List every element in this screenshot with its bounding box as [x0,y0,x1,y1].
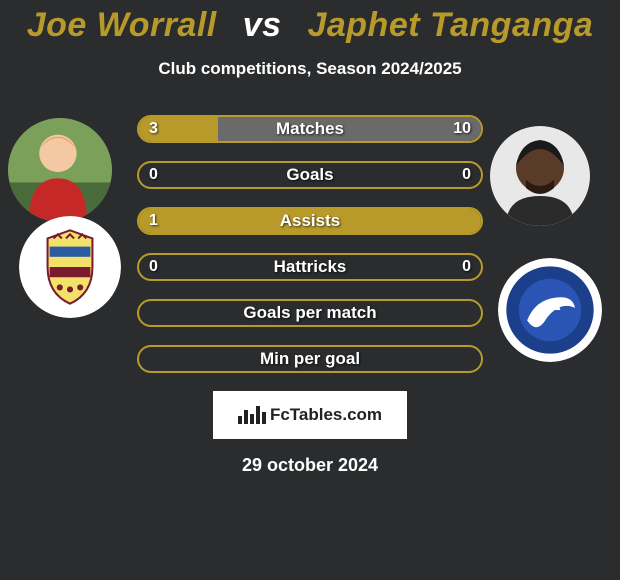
player1-club-badge [19,216,121,318]
player2-avatar [490,126,590,226]
stat-label: Hattricks [139,255,481,279]
stats-bars: Matches310Goals00Assists1Hattricks00Goal… [137,115,483,373]
stat-row: Hattricks0 0 [137,253,483,281]
stat-value-right: 0 [452,255,481,279]
branding-text: FcTables.com [270,405,382,425]
player2-club-badge [498,258,602,362]
stat-row: Goals0 0 [137,161,483,189]
branding-bars-icon [238,406,266,424]
player1-avatar [8,118,112,222]
stat-row: Assists1 [137,207,483,235]
stat-value-right: 0 [452,163,481,187]
stat-row: Min per goal [137,345,483,373]
stat-row: Matches3 10 [137,115,483,143]
title-vs: vs [243,6,282,44]
stat-value-left: 0 [139,255,168,279]
stat-value-left: 0 [139,163,168,187]
stat-value-left: 1 [139,209,168,233]
title-player1: Joe Worrall [27,6,217,44]
stat-label: Min per goal [139,347,481,371]
date-label: 29 october 2024 [0,455,620,476]
stat-value-right: 10 [443,117,481,141]
branding-badge: FcTables.com [213,391,407,439]
stat-label: Assists [139,209,481,233]
stat-value-left: 3 [139,117,168,141]
stat-label: Goals per match [139,301,481,325]
title-player2: Japhet Tanganga [307,6,593,44]
comparison-card: Joe Worrall vs Japhet Tanganga Club comp… [0,0,620,580]
page-title: Joe Worrall vs Japhet Tanganga [0,6,620,45]
subtitle: Club competitions, Season 2024/2025 [0,59,620,79]
stat-label: Goals [139,163,481,187]
stat-row: Goals per match [137,299,483,327]
stat-label: Matches [139,117,481,141]
